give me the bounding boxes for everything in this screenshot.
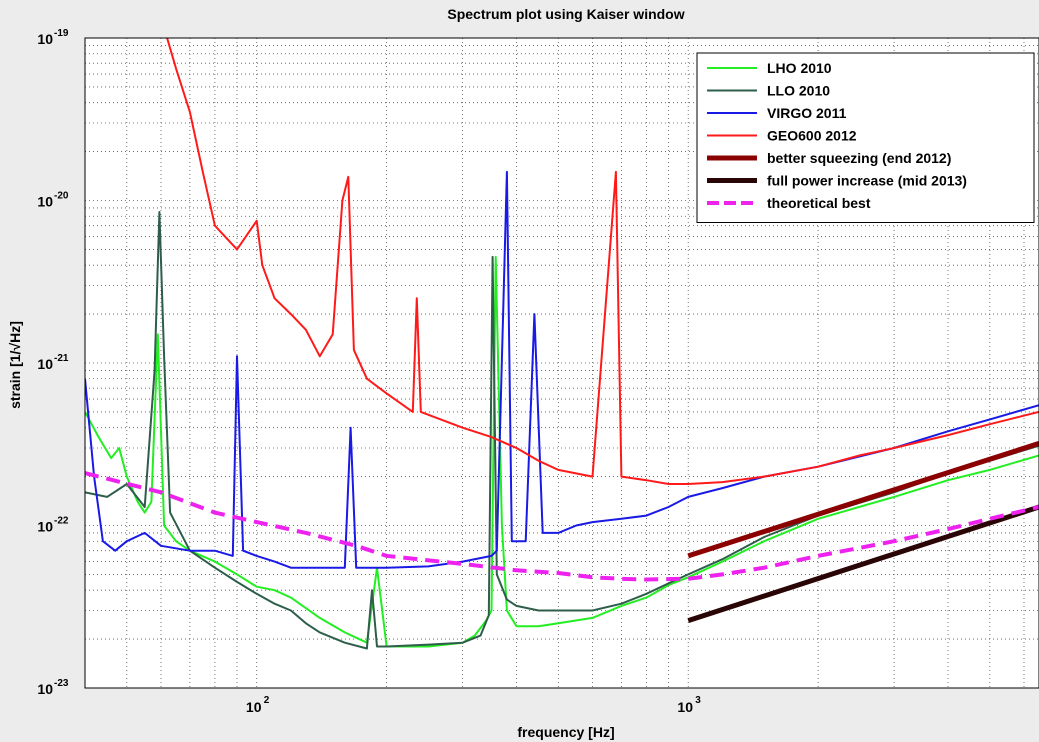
legend-label: GEO600 2012 bbox=[767, 128, 857, 144]
y-tick-label: 10 bbox=[37, 194, 53, 210]
y-axis-label: strain [1/√Hz] bbox=[7, 321, 23, 409]
x-tick-exponent: 3 bbox=[695, 695, 701, 706]
series-line-lho-2010 bbox=[85, 255, 1039, 648]
y-tick-exponent: -20 bbox=[54, 191, 69, 202]
legend-label: theoretical best bbox=[767, 195, 871, 211]
plot-frame bbox=[84, 37, 1039, 689]
y-tick-label: 10 bbox=[37, 681, 53, 697]
chart-title: Spectrum plot using Kaiser window bbox=[447, 6, 684, 22]
y-tick-exponent: -22 bbox=[54, 516, 69, 527]
series-line-geo600-2012 bbox=[166, 38, 1039, 485]
series-line-theoretical-best bbox=[85, 471, 1039, 582]
y-tick-label: 10 bbox=[37, 356, 53, 372]
legend-label: LLO 2010 bbox=[767, 83, 830, 99]
y-tick-label: 10 bbox=[37, 31, 53, 47]
series-line-better-squeezing-end-2012- bbox=[687, 441, 1039, 559]
y-tick-exponent: -23 bbox=[54, 678, 69, 689]
x-tick-label: 10 bbox=[246, 699, 262, 715]
x-axis-label: frequency [Hz] bbox=[517, 724, 614, 740]
legend-label: better squeezing (end 2012) bbox=[767, 150, 951, 166]
legend-label: VIRGO 2011 bbox=[767, 105, 847, 121]
y-tick-exponent: -21 bbox=[54, 353, 69, 364]
legend-label: LHO 2010 bbox=[767, 60, 832, 76]
y-tick-exponent: -19 bbox=[54, 28, 69, 39]
series-line-virgo-2011 bbox=[85, 170, 1039, 569]
legend: LHO 2010 LLO 2010 VIRGO 2011 GEO600 2012 bet… bbox=[696, 52, 1035, 223]
series-line-llo-2010 bbox=[85, 211, 1039, 650]
legend-label: full power increase (mid 2013) bbox=[767, 173, 967, 189]
series-line-full-power-increase-mid-2013- bbox=[687, 504, 1039, 623]
legend-box bbox=[696, 52, 1035, 223]
y-tick-label: 10 bbox=[37, 519, 53, 535]
series-lines bbox=[85, 38, 1039, 650]
x-tick-label: 10 bbox=[677, 699, 693, 715]
x-tick-exponent: 2 bbox=[264, 695, 270, 706]
